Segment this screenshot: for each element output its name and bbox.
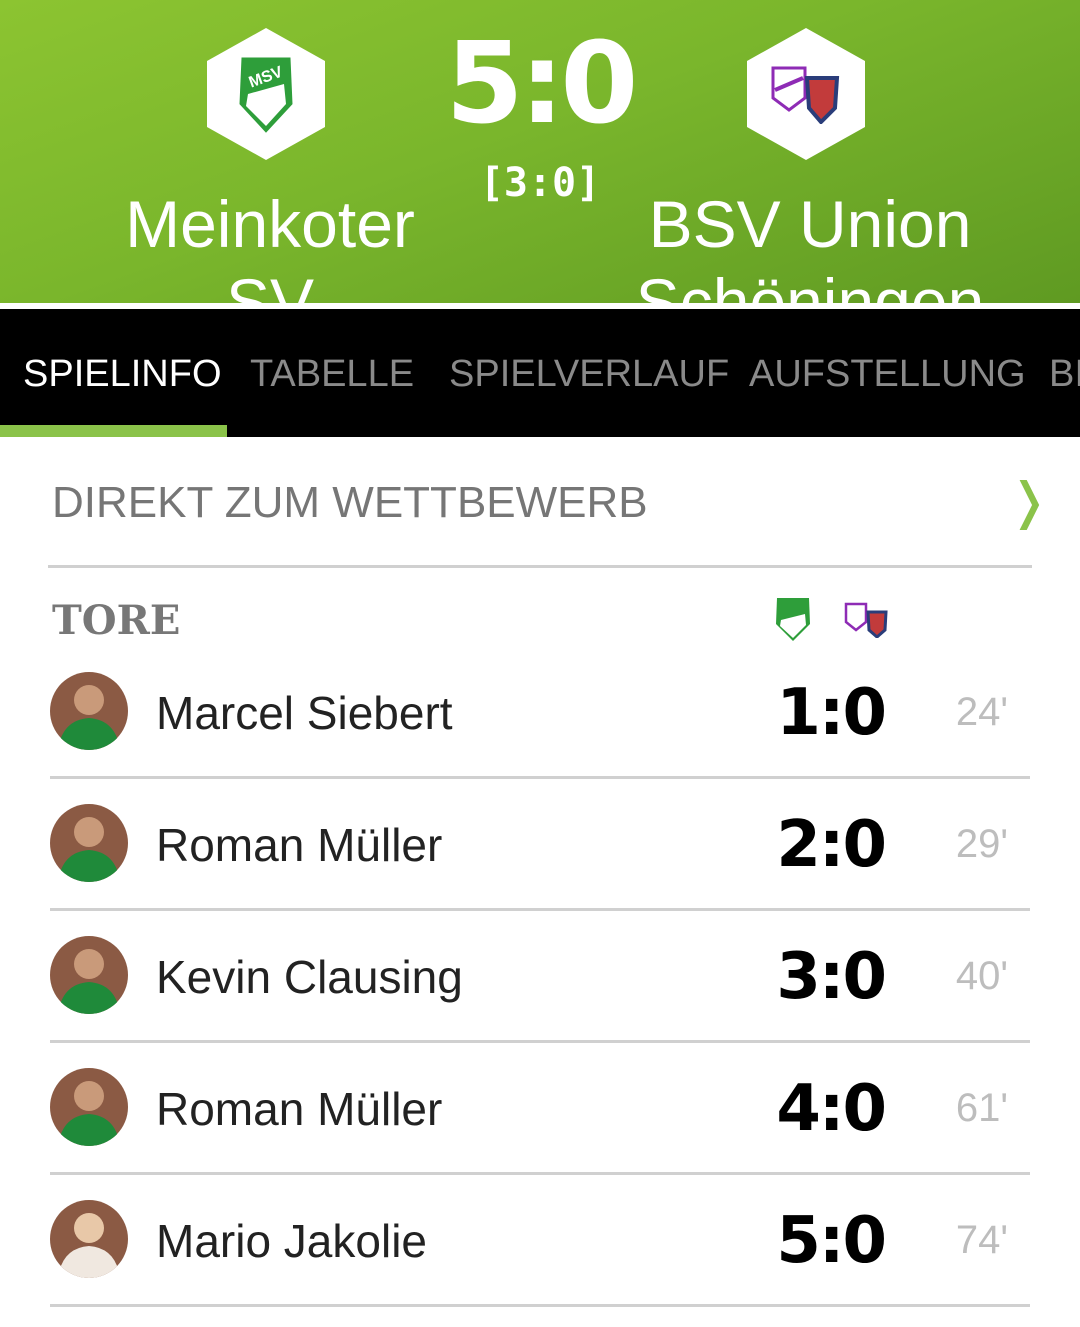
away-team-logo[interactable] <box>747 28 865 160</box>
goal-minute: 74' <box>955 1218 1008 1262</box>
goal-score: 5:0 <box>776 1204 887 1278</box>
goals-title: TORE <box>52 597 181 644</box>
tab-bar: SPIELINFO TABELLE SPIELVERLAUF AUFSTELLU… <box>0 309 1080 437</box>
divider <box>50 1172 1030 1175</box>
goal-score: 1:0 <box>776 676 887 750</box>
player-name[interactable]: Marcel Siebert <box>156 687 453 739</box>
halftime-score: [3:0] <box>479 160 601 206</box>
goal-row[interactable]: Kevin Clausing 3:0 40' <box>50 910 1030 1042</box>
player-name[interactable]: Roman Müller <box>156 1083 443 1135</box>
chevron-right-icon[interactable]: ❭ <box>1008 473 1050 529</box>
goal-score: 3:0 <box>776 940 887 1014</box>
divider <box>50 908 1030 911</box>
goal-minute: 24' <box>955 690 1008 734</box>
divider <box>48 565 1032 568</box>
goal-row[interactable]: Mario Jakolie 5:0 74' <box>50 1174 1030 1306</box>
match-header: MSV 5:0 [3:0] Meinkoter SV BSV Union Sch… <box>0 0 1080 303</box>
tab-spielverlauf[interactable]: SPIELVERLAUF <box>449 353 730 395</box>
tab-more[interactable]: BI <box>1049 353 1080 395</box>
away-team-name[interactable]: BSV Union Schöningen <box>635 187 985 303</box>
home-team-logo[interactable]: MSV <box>207 28 325 160</box>
avatar[interactable] <box>50 1068 128 1146</box>
competition-link[interactable]: DIREKT ZUM WETTBEWERB <box>52 478 648 527</box>
player-name[interactable]: Kevin Clausing <box>156 951 463 1003</box>
avatar[interactable] <box>50 1200 128 1278</box>
divider <box>50 776 1030 779</box>
active-tab-indicator <box>0 425 227 437</box>
goal-row[interactable]: Roman Müller 4:0 61' <box>50 1042 1030 1174</box>
tab-aufstellung[interactable]: AUFSTELLUNG <box>749 353 1026 395</box>
player-name[interactable]: Roman Müller <box>156 819 443 871</box>
divider <box>0 303 1080 309</box>
tab-tabelle[interactable]: TABELLE <box>250 353 415 395</box>
avatar[interactable] <box>50 804 128 882</box>
home-team-name[interactable]: Meinkoter SV <box>125 187 415 303</box>
divider <box>50 1040 1030 1043</box>
goal-score: 4:0 <box>776 1072 887 1146</box>
player-name[interactable]: Mario Jakolie <box>156 1215 427 1267</box>
goal-row[interactable]: Marcel Siebert 1:0 24' <box>50 646 1030 778</box>
goal-minute: 29' <box>955 822 1008 866</box>
away-team-icon <box>844 602 888 638</box>
avatar[interactable] <box>50 936 128 1014</box>
final-score: 5:0 <box>445 19 639 149</box>
goal-minute: 40' <box>955 954 1008 998</box>
tab-spielinfo[interactable]: SPIELINFO <box>23 353 222 395</box>
goal-minute: 61' <box>955 1086 1008 1130</box>
divider <box>50 1304 1030 1307</box>
goal-row[interactable]: Roman Müller 2:0 29' <box>50 778 1030 910</box>
goal-score: 2:0 <box>776 808 887 882</box>
home-team-icon <box>776 598 810 641</box>
avatar[interactable] <box>50 672 128 750</box>
